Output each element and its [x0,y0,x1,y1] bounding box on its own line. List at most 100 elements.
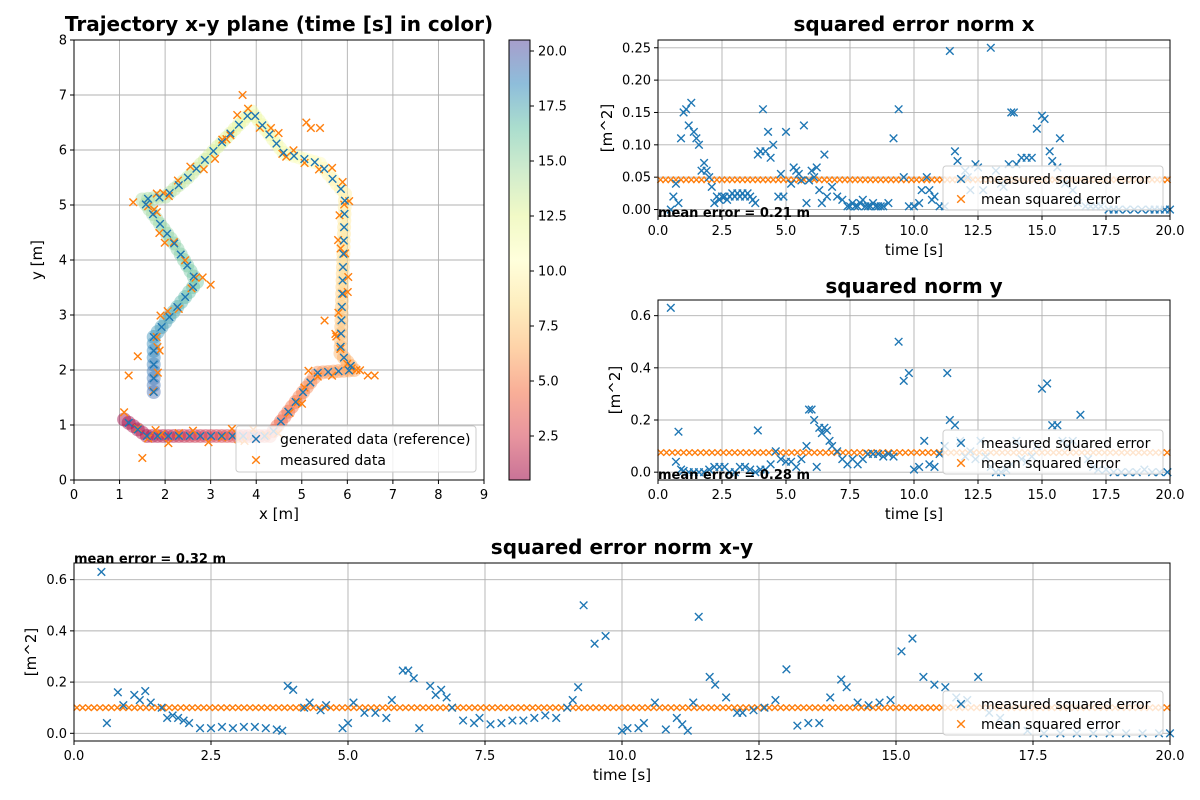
measured-point [297,399,307,409]
measured-error-point [707,182,717,192]
mean-error-point [275,704,283,712]
mean-error-point [505,704,514,712]
mean-error-point [338,704,346,712]
time-color-point [336,363,351,378]
measured-error-point [601,631,610,641]
reference-point [169,239,179,248]
measured-error-point [519,716,528,725]
measured-error-point [1040,114,1049,124]
time-color-point [174,295,189,309]
reference-point [279,148,288,158]
measured-error-point [793,721,802,730]
mean-error-point [833,448,841,457]
measured-error-point [1076,410,1085,420]
mean-error-point [856,448,864,457]
y-tick-label: 0.6 [630,309,651,324]
x-axis-label: time [s] [593,766,651,784]
mean-error-point [834,704,843,712]
measured-error-point [135,695,145,705]
x-tick-label: 2 [161,488,169,503]
mean-error-point [913,448,921,457]
measured-error-point [876,201,886,211]
measured-error-point [1032,124,1042,133]
y-tick-label: 7 [59,89,67,104]
measured-error-point [917,185,926,195]
x-tick-label: 17.5 [1092,224,1121,239]
measured-error-point [766,460,775,469]
measured-error-point [704,465,714,474]
mean-error-point [442,704,450,712]
measured-error-point [102,718,112,728]
mean-error-point [482,704,491,712]
measured-point [143,434,153,443]
mean-error-point [771,704,779,712]
colorbar-tick-label: 12.5 [538,210,567,225]
colorbar-tick-label: 17.5 [538,100,567,115]
measured-error-point [925,460,934,469]
x-tick-label: 15.0 [1028,488,1057,503]
measured-error-point [873,449,883,459]
y-axis-label: [m^2] [606,366,624,414]
mean-error-point [667,704,675,712]
time-color-point [251,113,266,128]
mean-error-point [638,704,646,712]
measured-point [133,351,143,361]
measured-point [335,210,344,220]
mean-error-point [685,448,693,457]
mean-error-point [200,704,208,712]
measured-error-point [702,166,711,176]
mean-error-point [205,704,214,712]
x-tick-label: 20.0 [1156,488,1185,503]
mean-error-point [810,448,819,457]
mean-error-point [840,704,848,712]
measured-error-point [666,205,676,214]
mean-error-point [674,448,682,457]
mean-error-point [252,704,260,712]
mean-error-point [471,704,479,712]
mean-error-point [799,448,807,457]
measured-point [128,197,138,207]
reference-point [183,173,193,182]
mean-error-point [240,704,248,712]
mean-error-point [719,704,727,712]
measured-error-point [809,172,819,182]
mean-error-point [390,704,398,712]
time-color-point [142,202,157,217]
time-color-point [277,409,292,424]
x-tick-label: 7.5 [840,224,861,239]
measured-point [313,372,323,381]
measured-error-point [894,337,903,347]
measured-error-point [889,134,898,143]
mean-error-point [816,448,824,457]
measured-error-point [812,163,822,172]
measured-error-point [283,681,293,691]
mean-error-point [1163,704,1171,712]
mean-error-point [679,448,688,457]
measured-point [320,316,329,325]
measured-error-point [804,176,814,185]
measured-point [355,365,365,375]
mean-error-point [528,704,537,712]
mean-error-point [776,448,785,457]
mean-error-point [915,704,923,712]
measured-point [138,453,147,463]
reference-point [141,200,151,209]
measured-error-point [684,121,694,130]
reference-point [174,180,184,190]
measured-point [332,332,341,341]
mean-error-point [159,704,168,712]
x-tick-label: 10.0 [900,488,929,503]
measured-error-point [853,698,862,707]
mean-error-point [223,704,231,712]
x-tick-label: 3 [207,488,215,503]
measured-error-point [694,612,704,622]
time-color-point [183,264,198,278]
measured-error-point [832,447,842,456]
reference-point [289,151,299,161]
measured-point [199,164,209,174]
measured-error-point [681,104,691,114]
x-tick-label: 4 [252,488,260,503]
measured-error-point [414,723,424,733]
reference-point [149,346,159,356]
measured-error-point [953,156,962,166]
